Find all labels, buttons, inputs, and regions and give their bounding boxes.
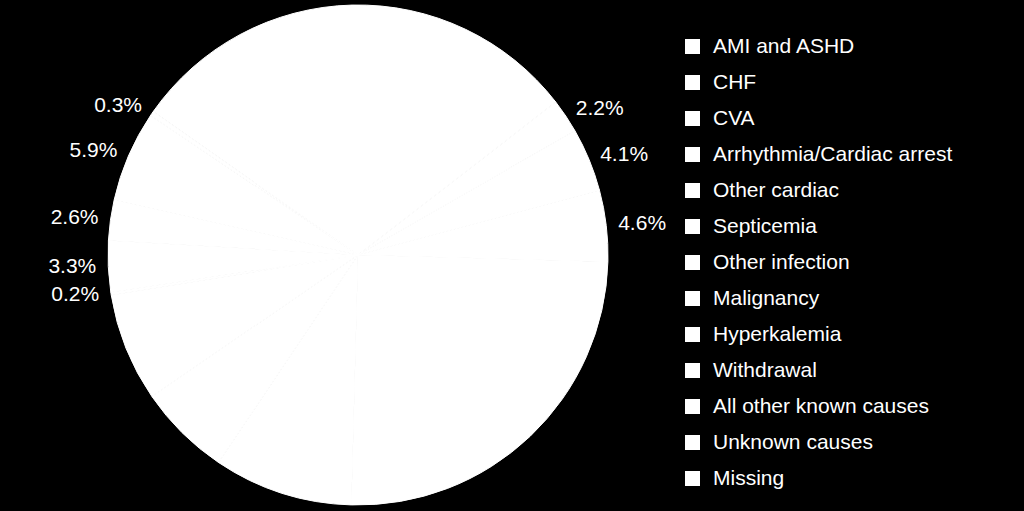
legend-label: CHF: [713, 70, 756, 93]
legend-label: AMI and ASHD: [713, 34, 854, 57]
data-labels: 2.2% 4.1% 4.6% 0.2% 3.3% 2.6% 5.9% 0.3%: [48, 93, 666, 305]
legend-swatch: [685, 75, 700, 90]
legend-label: Missing: [713, 466, 784, 489]
pie-slice: [351, 255, 608, 505]
legend-swatch: [685, 363, 700, 378]
legend-swatch: [685, 147, 700, 162]
legend-label: Unknown causes: [713, 430, 873, 453]
legend-label: Septicemia: [713, 214, 817, 237]
data-label: 2.2%: [576, 96, 624, 119]
data-label: 3.3%: [48, 254, 96, 277]
legend-label: Hyperkalemia: [713, 322, 842, 345]
data-label: 4.1%: [600, 142, 648, 165]
pie: [108, 5, 608, 505]
legend-swatch: [685, 255, 700, 270]
legend-label: CVA: [713, 106, 755, 129]
legend-swatch: [685, 219, 700, 234]
data-label: 0.3%: [94, 93, 142, 116]
legend-swatch: [685, 435, 700, 450]
data-label: 0.2%: [51, 282, 99, 305]
legend-label: Malignancy: [713, 286, 820, 309]
chart: 2.2% 4.1% 4.6% 0.2% 3.3% 2.6% 5.9% 0.3% AMI and …: [0, 0, 1024, 511]
legend-swatch: [685, 471, 700, 486]
legend-swatch: [685, 399, 700, 414]
legend-swatch: [685, 327, 700, 342]
legend-swatch: [685, 183, 700, 198]
data-label: 4.6%: [618, 211, 666, 234]
legend-label: Other infection: [713, 250, 850, 273]
legend: AMI and ASHD CHF CVA Arrhythmia/Cardiac arr…: [685, 34, 952, 489]
legend-label: Withdrawal: [713, 358, 817, 381]
pie-slice: [358, 190, 608, 262]
legend-label: All other known causes: [713, 394, 929, 417]
data-label: 2.6%: [51, 205, 99, 228]
legend-label: Arrhythmia/Cardiac arrest: [713, 142, 952, 165]
data-label: 5.9%: [70, 138, 118, 161]
legend-swatch: [685, 291, 700, 306]
legend-swatch: [685, 111, 700, 126]
pie-slice: [114, 115, 358, 255]
background: [0, 0, 1024, 511]
legend-swatch: [685, 39, 700, 54]
legend-label: Other cardiac: [713, 178, 839, 201]
pie-slice: [151, 112, 358, 255]
